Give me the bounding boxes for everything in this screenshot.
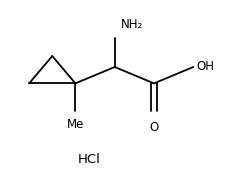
Text: NH₂: NH₂: [121, 18, 143, 31]
Text: Me: Me: [67, 118, 84, 131]
Text: O: O: [149, 121, 159, 134]
Text: OH: OH: [197, 60, 215, 73]
Text: HCl: HCl: [78, 153, 101, 166]
